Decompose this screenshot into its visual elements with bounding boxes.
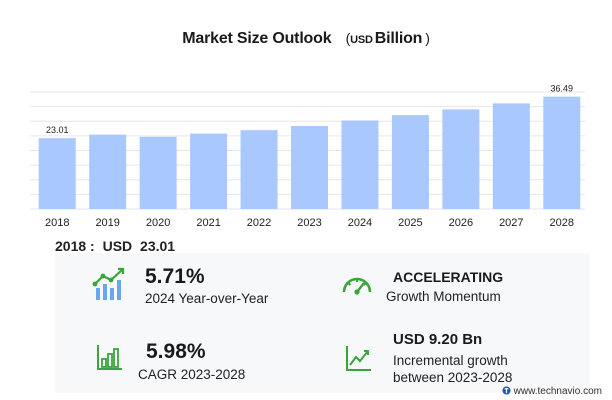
kpi-yoy-value: 5.71%: [145, 265, 205, 288]
kpi-momentum-value: ACCELERATING: [393, 269, 504, 285]
title-text: Market Size Outlook: [182, 30, 332, 47]
bar-chart: 2018 23.01 2019 2020 2021 2022 2023 2024 2025 202…: [30, 84, 585, 229]
x-tick-label: 2021: [196, 217, 220, 229]
x-tick-label: 2024: [348, 217, 372, 229]
bar-2027: [492, 103, 530, 209]
x-tick-label: 2023: [297, 217, 321, 229]
data-label: 23.01: [46, 125, 69, 135]
kpi-incremental-value: USD 9.20 Bn: [393, 331, 483, 348]
growth-chart-icon: [92, 267, 125, 300]
base-year-currency: USD: [102, 238, 133, 254]
watermark: www.technavio.com: [502, 386, 602, 397]
kpi-incremental-label-2: between 2023-2028: [393, 370, 513, 385]
bar-2024: [341, 120, 379, 209]
unit-open-paren: (: [345, 30, 351, 46]
data-label: 36.49: [551, 84, 574, 94]
kpi-yoy-label: 2024 Year-over-Year: [145, 291, 269, 306]
kpi-cagr: 5.98% CAGR 2023-2028: [138, 341, 245, 383]
kpi-incremental-label-1: Incremental growth: [393, 353, 508, 368]
bar-2020: [139, 136, 177, 209]
x-tick-label: 2020: [146, 217, 170, 229]
x-tick-label: 2026: [449, 217, 473, 229]
line-chart-icon: [346, 346, 371, 371]
bar-2025: [391, 115, 429, 209]
bar-2018: [38, 138, 76, 209]
bar-2021: [190, 133, 228, 209]
unit-currency: USD: [350, 34, 373, 46]
base-year-amount: 23.01: [140, 238, 176, 254]
watermark-text: www.technavio.com: [513, 386, 602, 397]
unit-close-paren: ): [425, 30, 430, 46]
kpi-cagr-value: 5.98%: [146, 340, 206, 363]
x-tick-label: 2022: [247, 217, 271, 229]
x-tick-label: 2027: [499, 217, 523, 229]
base-year-value: 2018 : USD 23.01: [55, 238, 179, 254]
technavio-logo-icon: [502, 386, 511, 395]
kpi-incremental: USD 9.20 Bn Incremental growth between 2…: [393, 331, 512, 386]
kpi-momentum: ACCELERATING Growth Momentum: [386, 268, 504, 305]
kpi-momentum-label: Growth Momentum: [386, 289, 501, 304]
bar-2022: [240, 130, 278, 209]
base-year-label: 2018 :: [55, 238, 95, 254]
bar-2023: [291, 126, 328, 209]
kpi-panel: [55, 253, 590, 393]
bar-2019: [89, 134, 127, 209]
x-tick-label: 2025: [398, 217, 422, 229]
speedometer-icon: [342, 277, 372, 295]
kpi-cagr-label: CAGR 2023-2028: [138, 367, 246, 382]
bar-2026: [442, 109, 480, 209]
chart-title: Market Size Outlook (USD Billion): [0, 30, 612, 48]
bar-2028: [543, 96, 581, 209]
unit-label: Billion: [374, 30, 423, 47]
x-tick-label: 2018: [45, 217, 69, 229]
x-tick-label: 2028: [550, 217, 574, 229]
kpi-yoy: 5.71% 2024 Year-over-Year: [145, 266, 268, 307]
bar-chart-icon: [97, 345, 122, 370]
x-tick-label: 2019: [95, 217, 119, 229]
